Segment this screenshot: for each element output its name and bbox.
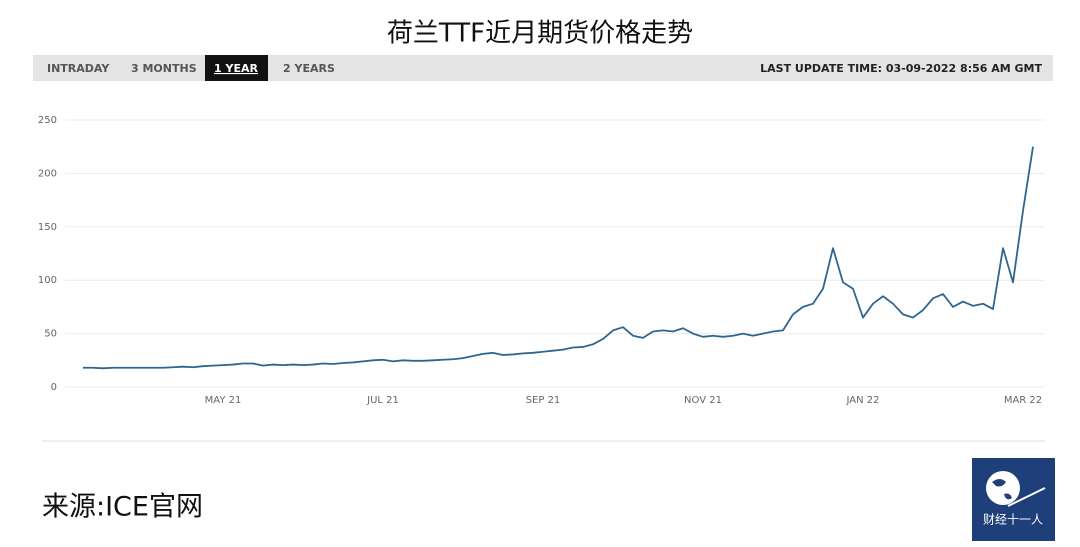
tab-active[interactable]: 1 YEAR: [214, 62, 258, 75]
logo-globe: [986, 471, 1020, 505]
x-tick-label: MAY 21: [205, 395, 242, 406]
x-tick-label: MAR 22: [1004, 395, 1042, 406]
logo-pole: [1007, 487, 1046, 507]
tab[interactable]: INTRADAY: [47, 62, 110, 75]
logo-text: 财经十一人: [983, 513, 1043, 527]
x-tick-label: JAN 22: [846, 395, 880, 406]
plot: 0 50 100 150 200 250 MAY 21 JUL 21 SEP 21 NOV 21 J…: [38, 115, 1045, 406]
tab[interactable]: 3 MONTHS: [131, 62, 197, 75]
y-tick-label: 100: [38, 275, 57, 286]
logo-land: [992, 479, 1012, 500]
line: [83, 146, 1034, 370]
x-tick-label: NOV 21: [684, 395, 722, 406]
y-tick-label: 0: [51, 382, 57, 393]
y-tick-label: 50: [44, 329, 57, 340]
y-tick-label: 150: [38, 222, 57, 233]
toolbar: [33, 55, 1053, 81]
active-tab-bg: [205, 55, 268, 81]
x-tick-label: JUL 21: [366, 395, 399, 406]
last-update: LAST UPDATE TIME: 03-09-2022 8:56 AM GMT: [760, 62, 1042, 75]
tab[interactable]: 2 YEARS: [283, 62, 335, 75]
source: 来源:ICE官网: [42, 492, 203, 523]
y-tick-label: 200: [38, 168, 57, 179]
y-tick-label: 250: [38, 115, 57, 126]
x-tick-label: SEP 21: [526, 395, 561, 406]
logo: 财经十一人: [972, 458, 1055, 541]
chart-title: 荷兰TTF近月期货价格走势: [387, 19, 693, 49]
